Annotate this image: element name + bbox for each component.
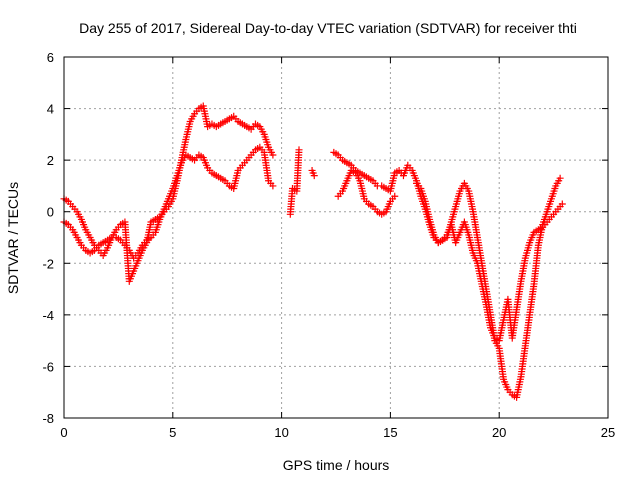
- data-point: [295, 146, 303, 154]
- data-point: [391, 192, 399, 200]
- data-point: [310, 172, 318, 180]
- y-tick-label: 2: [47, 153, 54, 168]
- data-point: [269, 182, 277, 190]
- x-tick-label: 5: [169, 425, 176, 440]
- y-tick-label: -8: [42, 411, 54, 426]
- y-tick-label: 4: [47, 102, 54, 117]
- y-tick-label: 0: [47, 205, 54, 220]
- data-point: [269, 151, 277, 159]
- y-tick-label: 6: [47, 50, 54, 65]
- gridlines: [64, 57, 608, 418]
- y-tick-label: -6: [42, 359, 54, 374]
- data-point: [558, 200, 566, 208]
- axis-ticks: 0 5 10 15 20 25 -8 -6 -4 -2 0 2 4 6: [42, 50, 615, 440]
- x-tick-label: 15: [383, 425, 397, 440]
- data-point: [556, 174, 564, 182]
- y-tick-label: -4: [42, 308, 54, 323]
- data-points: [60, 102, 566, 401]
- plot-frame: [63, 56, 609, 419]
- x-axis-label: GPS time / hours: [283, 457, 390, 473]
- y-tick-label: -2: [42, 256, 54, 271]
- x-tick-label: 10: [274, 425, 288, 440]
- chart-title: Day 255 of 2017, Sidereal Day-to-day VTE…: [79, 20, 577, 36]
- y-axis-label: SDTVAR / TECUs: [5, 182, 21, 294]
- x-tick-label: 25: [601, 425, 615, 440]
- x-tick-label: 20: [492, 425, 506, 440]
- x-tick-label: 0: [60, 425, 67, 440]
